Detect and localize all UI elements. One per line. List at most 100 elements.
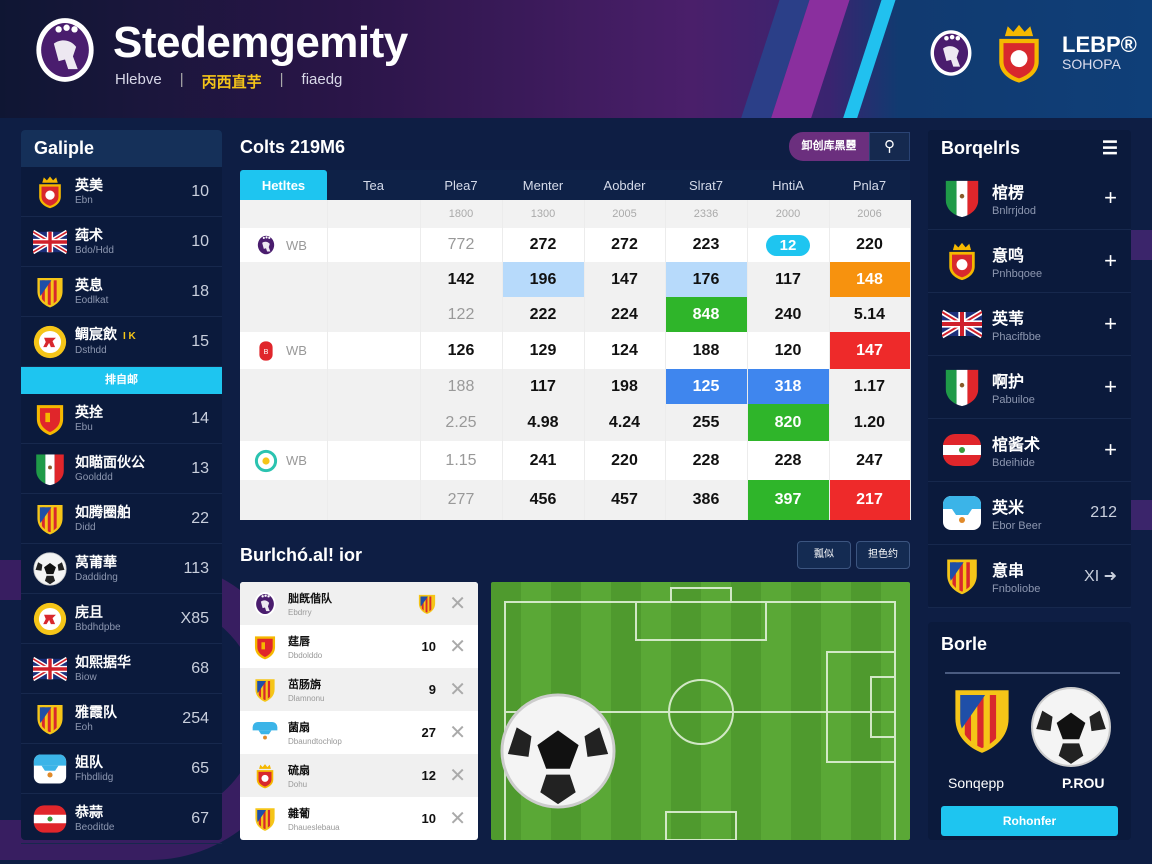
lineup-item[interactable]: 硫扇 Dohu 12 ✕ [240,754,478,797]
odds-cell[interactable]: 1.15 [420,441,503,480]
odds-cell[interactable]: 120 [747,332,830,369]
odds-cell[interactable]: 397 [747,480,830,520]
favorite-action[interactable]: 212 [1090,504,1117,521]
odds-cell[interactable]: 12 [747,228,830,262]
odds-cell[interactable]: 125 [665,369,748,404]
odds-cell[interactable]: 240 [747,297,830,332]
close-icon[interactable]: ✕ [449,636,466,658]
odds-cell[interactable]: 220 [584,441,666,480]
column-header[interactable]: Pnla7 [829,170,910,200]
odds-cell[interactable]: 272 [502,228,585,262]
odds-action-button[interactable]: 卸创库黑瞾 [789,132,869,161]
team-list-item[interactable]: 莴莆華 Daddidng 113 [21,544,222,594]
odds-cell[interactable]: 126 [420,332,503,369]
odds-cell[interactable]: 386 [665,480,748,520]
odds-cell[interactable]: 255 [665,404,748,441]
odds-cell[interactable]: 117 [502,369,585,404]
odds-cell[interactable]: 176 [665,262,748,297]
odds-cell[interactable]: 217 [829,480,911,520]
lineup-button-1[interactable]: 瓢似 [797,541,851,569]
column-header[interactable]: Plea7 [420,170,502,200]
team-cell[interactable]: WB [240,441,328,480]
odds-cell[interactable]: 224 [584,297,666,332]
odds-cell[interactable]: 247 [829,441,911,480]
hamburger-menu-icon[interactable]: ☰ [1101,138,1118,158]
team-list-item[interactable]: 如熙据华 Biow 68 [21,644,222,694]
column-header[interactable]: Hetltes [240,170,327,200]
team-list-item[interactable]: 如瞄面伙公 Goolddd 13 [21,444,222,494]
team-list-item[interactable]: 庑且 Bbdhdpbe X85 [21,594,222,644]
nav-item[interactable]: Hlebve [115,71,162,88]
team-list-item[interactable]: 莼术 Bdo/Hdd 10 [21,217,222,267]
match-card-button[interactable]: Rohonfer [941,806,1118,836]
odds-cell[interactable]: 820 [747,404,830,441]
add-icon[interactable]: + [1104,248,1117,273]
odds-cell[interactable]: 772 [420,228,503,262]
lineup-item[interactable]: 雜葡 Dhaueslebaua 10 ✕ [240,797,478,840]
odds-cell[interactable]: 188 [665,332,748,369]
odds-cell[interactable]: 122 [420,297,503,332]
nav-item[interactable]: 丙西直芋 [201,74,262,91]
odds-cell[interactable]: 148 [829,262,911,297]
odds-cell[interactable]: 228 [665,441,748,480]
odds-cell[interactable]: 196 [502,262,585,297]
odds-cell[interactable]: 222 [502,297,585,332]
team-list-item[interactable]: 英拴 Ebu 14 [21,394,222,444]
close-icon[interactable]: ✕ [449,593,466,615]
add-icon[interactable]: + [1104,374,1117,399]
column-header[interactable]: HntiA [747,170,829,200]
team-list-item[interactable]: 雅霞队 Eoh 254 [21,694,222,744]
odds-cell[interactable]: 129 [502,332,585,369]
team-list-item[interactable]: 姐队 Fhbdlidg 65 [21,744,222,794]
team-list-item[interactable]: 如腾圈舶 Didd 22 [21,494,222,544]
odds-cell[interactable]: 220 [829,228,911,262]
odds-cell[interactable]: 198 [584,369,666,404]
favorite-item[interactable]: 棺酱术 Bdeihide + [928,419,1131,482]
team-list-item[interactable]: 鲷宸飲 I K Dsthdd 15 [21,317,222,367]
lineup-item[interactable]: 朏旣偕队 Ebdrry ✕ [240,582,478,625]
odds-cell[interactable]: 117 [747,262,830,297]
favorite-item[interactable]: 啊护 Pabuiloe + [928,356,1131,419]
add-icon[interactable]: + [1104,437,1117,462]
odds-cell[interactable]: 4.24 [584,404,666,441]
highlight-bar[interactable]: 排自邮 [21,367,222,394]
favorite-item[interactable]: 意串 Fnboliobe XI ➜ [928,545,1131,608]
column-header[interactable]: Menter [502,170,584,200]
odds-cell[interactable]: 318 [747,369,830,404]
lion-logo-icon[interactable] [30,15,100,85]
team-cell[interactable]: WB [240,228,328,262]
close-icon[interactable]: ✕ [449,679,466,701]
odds-cell[interactable]: 228 [747,441,830,480]
column-header[interactable]: Tea [327,170,420,200]
odds-cell[interactable]: 456 [502,480,585,520]
close-icon[interactable]: ✕ [449,722,466,744]
odds-pill[interactable]: 12 [765,234,811,256]
odds-cell[interactable]: 223 [665,228,748,262]
odds-cell[interactable]: 5.14 [829,297,911,332]
lineup-item[interactable]: 菌扇 Dbaundtochlop 27 ✕ [240,711,478,754]
lineup-item[interactable]: 莛唇 Dbdolddo 10 ✕ [240,625,478,668]
odds-cell[interactable]: 147 [584,262,666,297]
odds-cell[interactable]: 1.20 [829,404,911,441]
favorite-item[interactable]: 棺楞 Bnlrrjdod + [928,167,1131,230]
team-list-item[interactable]: 恭蒜 Beoditde 67 [21,794,222,844]
team-list-item[interactable]: 英息 Eodlkat 18 [21,267,222,317]
column-header[interactable]: Slrat7 [665,170,747,200]
odds-cell[interactable]: 124 [584,332,666,369]
favorite-item[interactable]: 英苇 Phacifbbe + [928,293,1131,356]
team-cell[interactable]: B WB [240,332,328,369]
close-icon[interactable]: ✕ [449,808,466,830]
team-list-item[interactable]: 英美 Ebn 10 [21,167,222,217]
odds-cell[interactable]: 4.98 [502,404,585,441]
favorite-action[interactable]: XI ➜ [1084,568,1117,585]
add-icon[interactable]: + [1104,185,1117,210]
lineup-button-2[interactable]: 担色约 [856,541,910,569]
favorite-item[interactable]: 意鸣 Pnhbqoee + [928,230,1131,293]
close-icon[interactable]: ✕ [449,765,466,787]
odds-cell[interactable]: 1.17 [829,369,911,404]
lineup-item[interactable]: 茁肠旃 Dlamnonu 9 ✕ [240,668,478,711]
odds-cell[interactable]: 241 [502,441,585,480]
odds-cell[interactable]: 188 [420,369,503,404]
add-icon[interactable]: + [1104,311,1117,336]
odds-cell[interactable]: 272 [584,228,666,262]
